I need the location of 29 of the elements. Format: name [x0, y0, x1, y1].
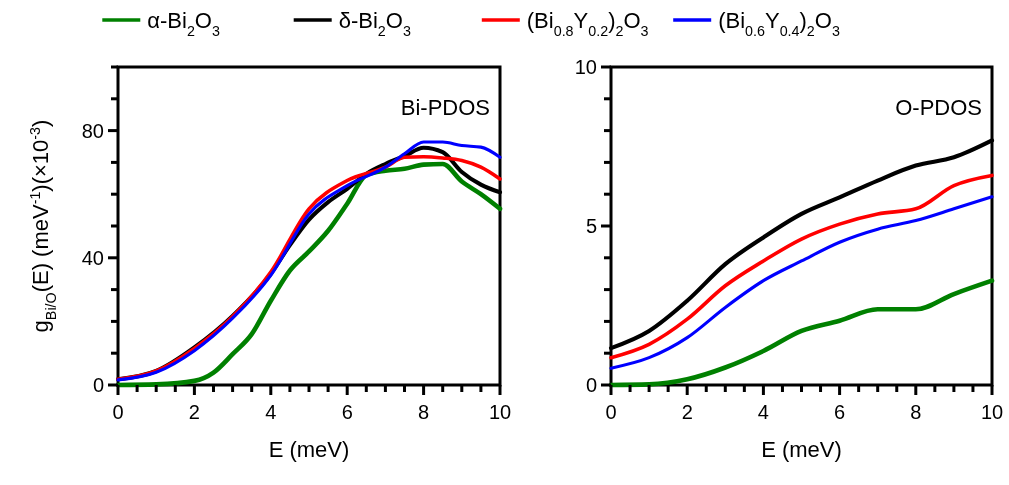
line-series [608, 278, 995, 388]
x-tick-label: 10 [488, 401, 512, 423]
legend-label: δ-Bi$_{2}$O$_{3}$ [338, 8, 411, 39]
legend-label: (Bi$_{0.8}$Y$_{0.2}$)$_{2}$O$_{3}$ [526, 8, 649, 39]
x-tick-label: 0 [605, 401, 617, 423]
line-series [609, 195, 994, 370]
x-tick-label: 8 [910, 401, 922, 423]
y-tick-label: 10 [574, 56, 597, 78]
legend-label: (Bi$_{0.6}$Y$_{0.4}$)$_{2}$O$_{3}$ [718, 8, 840, 39]
y-tick-label: 0 [92, 374, 104, 396]
x-tick-label: 4 [757, 401, 769, 423]
y-tick-label: 5 [585, 215, 597, 237]
x-tick-label: 6 [834, 401, 846, 423]
x-tick-label: 4 [265, 401, 277, 423]
y-tick-label: 0 [585, 374, 597, 396]
x-axis-title: E (meV) [268, 437, 350, 462]
x-axis-title: E (meV) [761, 437, 842, 462]
x-tick-label: 8 [418, 401, 430, 423]
annotation: Bi-PDOS [400, 95, 490, 120]
x-tick-label: 10 [980, 401, 1004, 423]
x-tick-label: 6 [341, 401, 353, 423]
x-tick-label: 0 [112, 401, 124, 423]
x-tick-label: 2 [188, 401, 200, 423]
y-tick-label: 80 [81, 119, 104, 142]
legend-label: α-Bi$_{2}$O$_{3}$ [147, 8, 220, 39]
x-tick-label: 2 [681, 401, 693, 423]
y-tick-label: 40 [81, 246, 104, 269]
annotation: O-PDOS [895, 95, 982, 120]
line-series [609, 173, 994, 360]
